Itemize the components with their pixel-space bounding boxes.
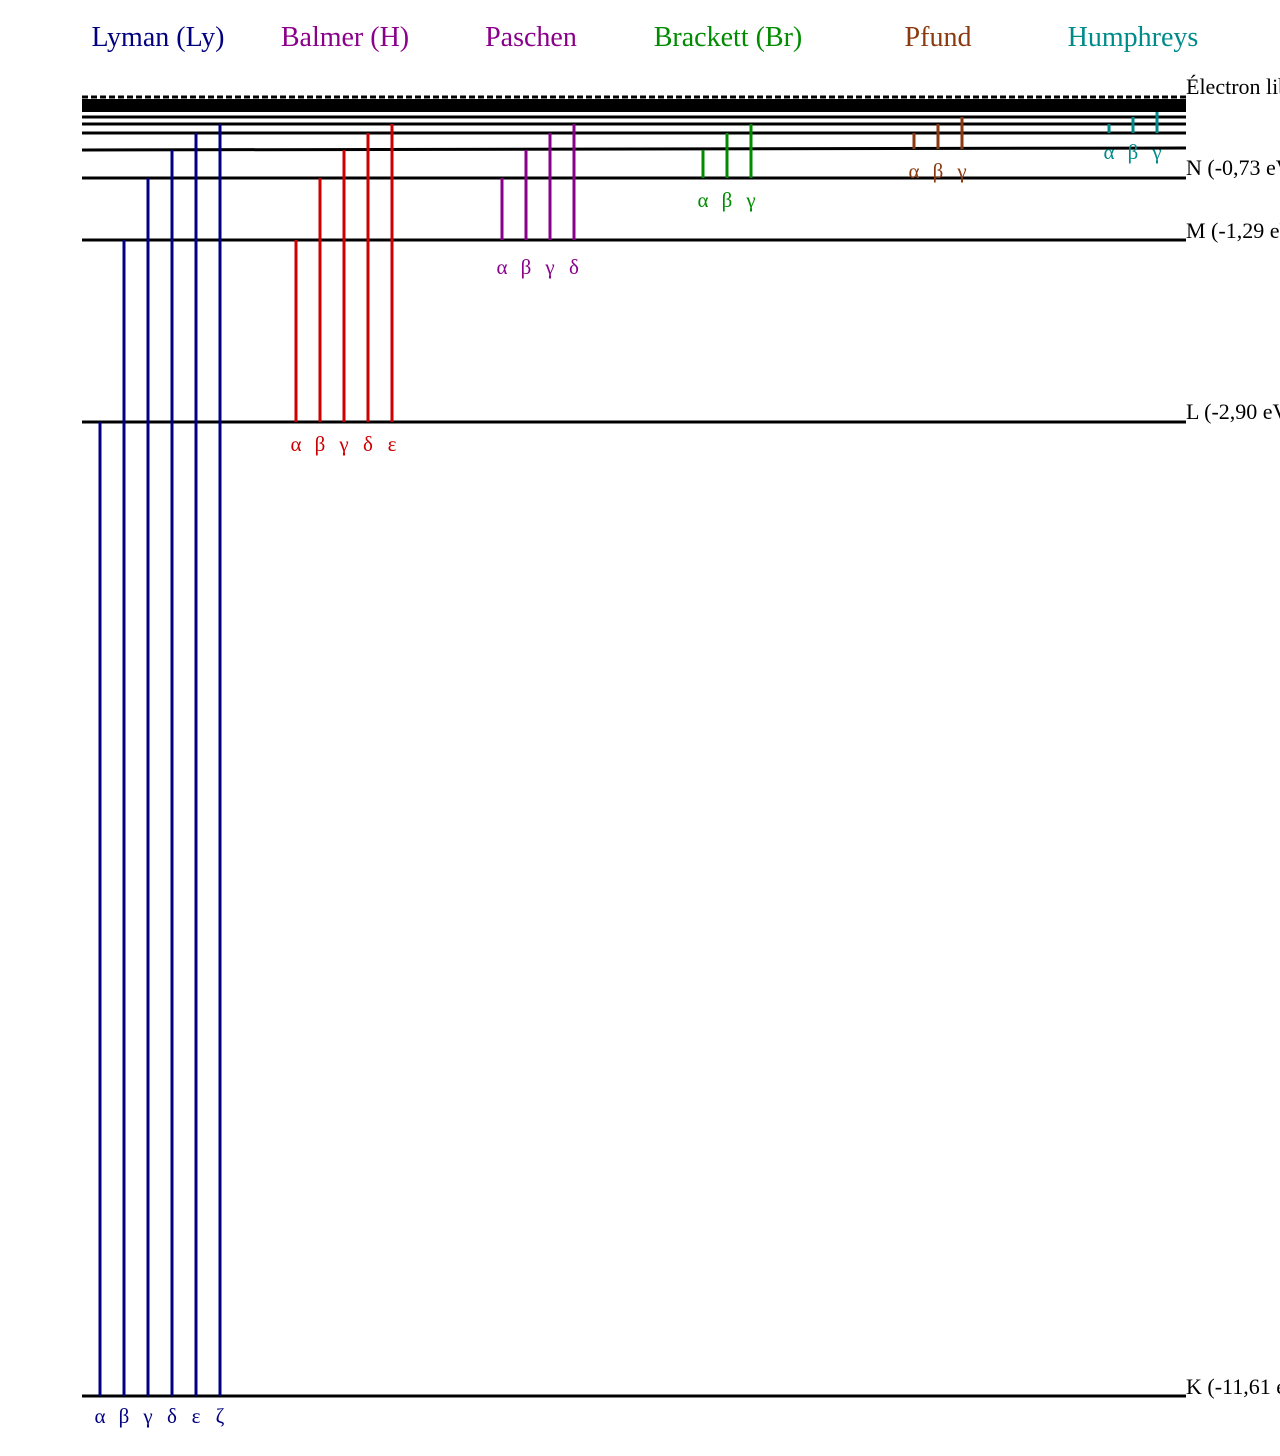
lyman-label: ζ — [216, 1404, 225, 1428]
level-line-o — [81, 146, 1187, 152]
level-label-free-electron: Électron libre — [1186, 74, 1280, 99]
balmer-label: α — [290, 432, 301, 456]
lyman-label: δ — [167, 1404, 177, 1428]
lyman-transitions — [98, 124, 222, 1396]
humphreys-labels: α β γ — [1103, 140, 1161, 164]
series-title-humphreys: Humphreys — [1068, 22, 1199, 53]
balmer-labels: α β γ δ ε — [290, 432, 396, 456]
balmer-label: δ — [363, 432, 373, 456]
brackett-label: γ — [745, 188, 755, 212]
level-labels: Électron libre N (-0,73 eV) M (-1,29 eV)… — [1186, 74, 1280, 1399]
paschen-labels: α β γ δ — [496, 255, 579, 279]
pfund-labels: α β γ — [908, 159, 966, 183]
brackett-label: β — [722, 188, 733, 212]
lyman-label: ε — [192, 1404, 201, 1428]
balmer-label: γ — [338, 432, 348, 456]
level-label-n: N (-0,73 eV) — [1186, 155, 1280, 180]
level-label-l: L (-2,90 eV) — [1186, 399, 1280, 424]
lyman-label: γ — [142, 1404, 152, 1428]
level-continuum-band — [82, 99, 1186, 112]
paschen-label: β — [521, 255, 532, 279]
paschen-label: δ — [569, 255, 579, 279]
balmer-label: β — [315, 432, 326, 456]
brackett-labels: α β γ — [697, 188, 755, 212]
lyman-label: β — [119, 1404, 130, 1428]
humphreys-label: γ — [1151, 140, 1161, 164]
series-titles: Lyman (Ly) Balmer (H) Paschen Brackett (… — [92, 22, 1199, 53]
pfund-transitions — [912, 117, 964, 149]
level-label-m: M (-1,29 eV) — [1186, 218, 1280, 243]
lyman-labels: α β γ δ ε ζ — [94, 1404, 224, 1428]
paschen-label: α — [496, 255, 507, 279]
paschen-transitions — [500, 124, 576, 240]
humphreys-transitions — [1107, 112, 1159, 133]
lyman-label: α — [94, 1404, 105, 1428]
series-title-paschen: Paschen — [485, 22, 577, 53]
paschen-label: γ — [544, 255, 554, 279]
brackett-label: α — [697, 188, 708, 212]
series-title-brackett: Brackett (Br) — [654, 22, 803, 53]
pfund-label: β — [933, 159, 944, 183]
level-label-k: K (-11,61 eV) — [1186, 1374, 1280, 1399]
brackett-transitions — [701, 124, 753, 178]
pfund-label: γ — [956, 159, 966, 183]
energy-levels — [81, 95, 1187, 1398]
series-title-pfund: Pfund — [905, 22, 972, 53]
pfund-label: α — [908, 159, 919, 183]
balmer-label: ε — [388, 432, 397, 456]
series-title-balmer: Balmer (H) — [281, 22, 409, 53]
series-title-lyman: Lyman (Ly) — [92, 22, 225, 53]
balmer-transitions — [294, 124, 394, 422]
humphreys-label: β — [1128, 140, 1139, 164]
humphreys-label: α — [1103, 140, 1114, 164]
